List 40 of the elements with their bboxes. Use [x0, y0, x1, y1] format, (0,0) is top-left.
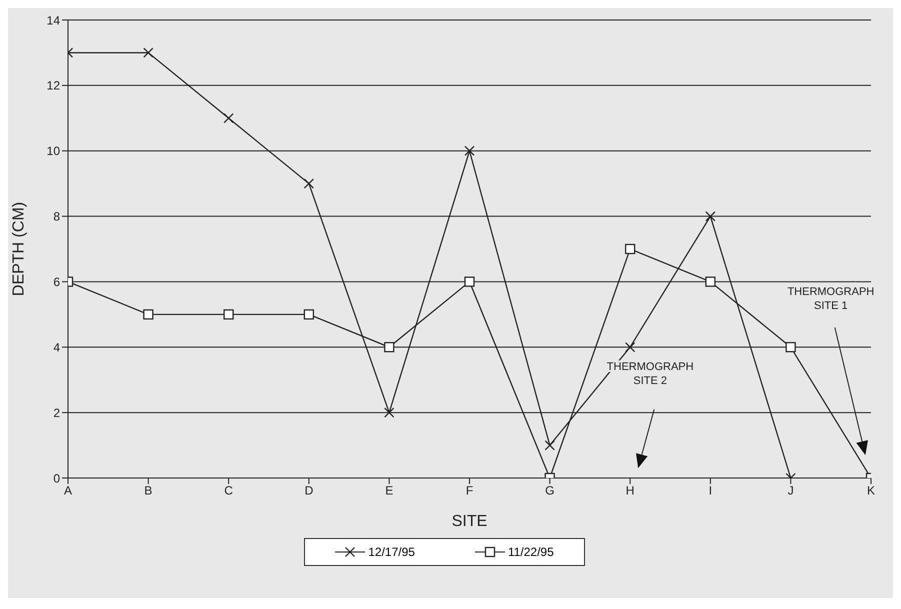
point [625, 244, 636, 254]
point [464, 146, 475, 156]
y-tick-label: 2 [53, 406, 60, 420]
point [224, 309, 234, 320]
x-tick-label: D [304, 484, 314, 498]
point [384, 407, 394, 418]
y-tick-label: 0 [53, 471, 60, 486]
y-tick-label: 6 [53, 274, 60, 289]
point [625, 342, 636, 352]
x-tick-label: J [788, 484, 794, 498]
y-tick-label: 14 [46, 13, 60, 28]
point [705, 211, 716, 222]
y-tick-label: 8 [53, 210, 60, 224]
y-tick-label: 12 [46, 78, 60, 93]
x-tick-label: G [545, 484, 554, 498]
x-tick-label: I [708, 484, 712, 498]
x-tick-label: K [866, 484, 876, 498]
point [384, 342, 394, 352]
x-tick-label: A [64, 484, 72, 498]
point [544, 440, 555, 450]
point [224, 113, 234, 124]
point [304, 309, 314, 320]
y-tick-label: 4 [53, 340, 60, 354]
x-tick-label: H [626, 484, 634, 498]
x-tick-label: B [144, 484, 152, 498]
point [786, 342, 796, 352]
x-tick-label: E [385, 484, 394, 498]
point [705, 276, 716, 287]
legend-label: 11/22/95 [508, 545, 554, 559]
y-tick-label: 10 [46, 144, 60, 158]
point [304, 178, 314, 189]
x-axis-title: SITE [452, 513, 488, 530]
point [464, 276, 475, 287]
annotation: THERMOGRAPH SITE 1 [787, 286, 874, 312]
x-tick-label: C [224, 484, 234, 498]
legend-label: 12/17/95 [368, 545, 415, 559]
point [143, 309, 154, 320]
point [143, 48, 154, 58]
y-axis-title: DEPTH (CM) [10, 202, 28, 296]
x-tick-label: F [466, 484, 474, 498]
